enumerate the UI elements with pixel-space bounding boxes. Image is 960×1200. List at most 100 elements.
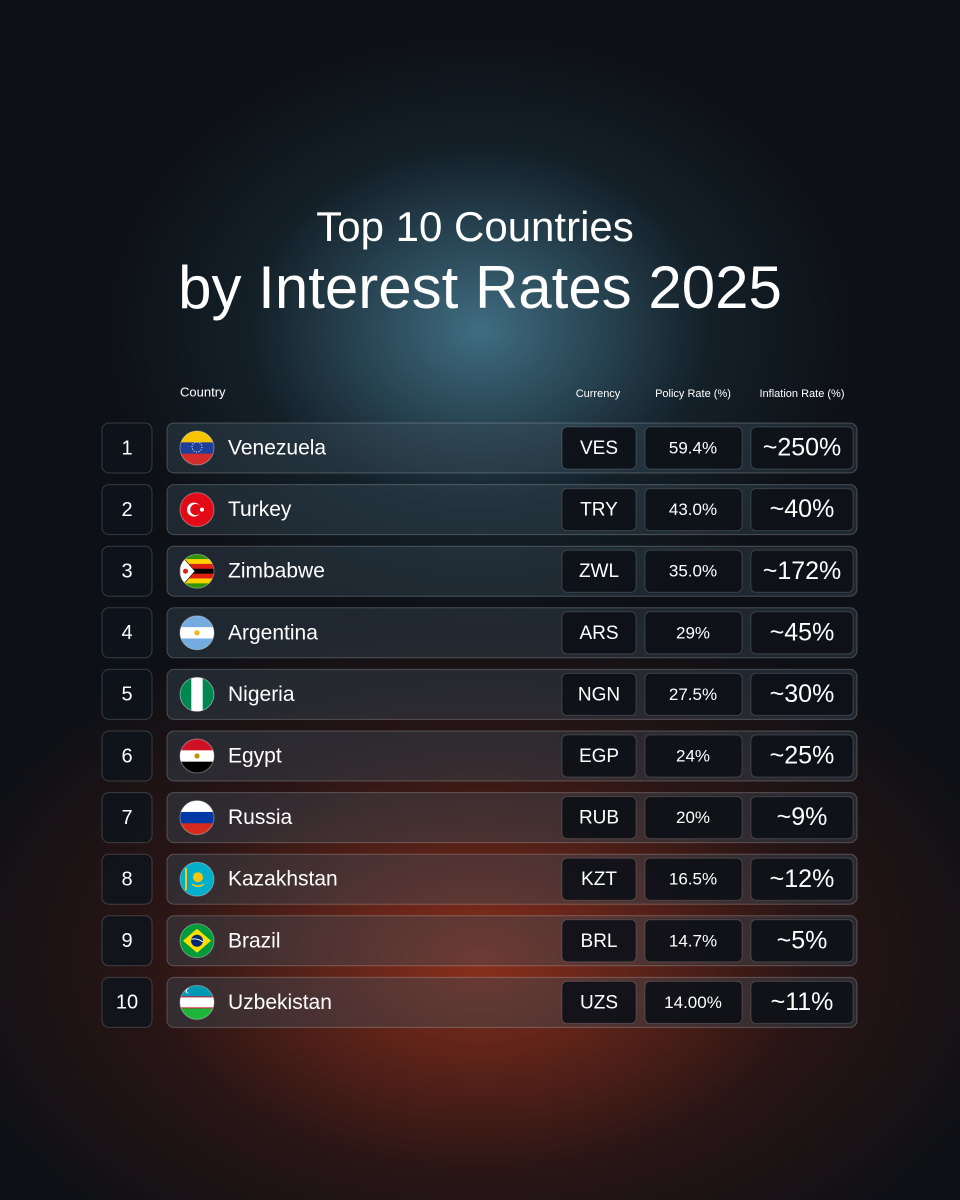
- inflation-rate: ~25%: [770, 742, 835, 770]
- currency: ZWL: [579, 561, 619, 582]
- rank: 6: [121, 745, 132, 767]
- title-line-2: by Interest Rates 2025: [178, 254, 782, 321]
- currency-box: [561, 980, 637, 1024]
- country-name: Egypt: [228, 745, 282, 768]
- rank: 9: [121, 930, 132, 952]
- rank-box: [101, 668, 153, 720]
- currency-box: [561, 857, 637, 901]
- inflation-box: [750, 919, 854, 963]
- rank: 5: [121, 684, 132, 706]
- policy-rate: 14.00%: [664, 993, 722, 1012]
- inflation-rate: ~250%: [763, 434, 842, 462]
- flag: [180, 800, 214, 835]
- currency: UZS: [580, 992, 618, 1013]
- flag-ring: [179, 430, 215, 466]
- inflation-box: [750, 426, 854, 470]
- policy-box: [644, 488, 743, 532]
- rank-box: [101, 545, 153, 597]
- policy-rate: 14.7%: [669, 931, 717, 950]
- country-name: Brazil: [228, 929, 281, 952]
- flag: [180, 431, 214, 465]
- flag: [180, 677, 214, 712]
- policy-rate: 20%: [676, 808, 710, 827]
- policy-rate: 59.4%: [669, 438, 717, 457]
- policy-rate: 16.5%: [669, 870, 717, 889]
- policy-box: [644, 796, 743, 840]
- flag: [180, 554, 214, 589]
- country-name: Uzbekistan: [228, 991, 332, 1014]
- currency-box: [561, 611, 637, 655]
- policy-box: [644, 857, 743, 901]
- rank-box: [101, 915, 153, 967]
- inflation-box: [750, 611, 854, 655]
- flag: [180, 923, 214, 958]
- inflation-box: [750, 734, 854, 778]
- rank: 3: [121, 560, 132, 582]
- rank: 10: [116, 992, 138, 1014]
- rank: 4: [121, 622, 132, 644]
- country-name: Kazakhstan: [228, 868, 338, 891]
- flag: [180, 862, 214, 897]
- currency-box: [561, 919, 637, 963]
- rank: 7: [121, 807, 132, 829]
- country-name: Russia: [228, 806, 293, 829]
- currency-box: [561, 426, 637, 470]
- currency-box: [561, 488, 637, 532]
- inflation-box: [750, 980, 854, 1024]
- country-name: Turkey: [228, 498, 292, 521]
- column-header: Currency: [576, 388, 621, 400]
- policy-box: [644, 549, 743, 593]
- policy-rate: 27.5%: [669, 685, 717, 704]
- flag-ring: [179, 861, 215, 897]
- currency: BRL: [581, 931, 618, 952]
- currency-box: [561, 796, 637, 840]
- inflation-box: [750, 549, 854, 593]
- policy-box: [644, 734, 743, 778]
- rank-box: [101, 853, 153, 905]
- rank-box: [101, 607, 153, 659]
- flag-ring: [179, 738, 215, 774]
- policy-box: [644, 426, 743, 470]
- flag-ring: [179, 923, 215, 959]
- policy-box: [644, 980, 743, 1024]
- inflation-rate: ~45%: [770, 618, 835, 646]
- flag-ring: [179, 615, 215, 651]
- inflation-rate: ~9%: [777, 803, 828, 831]
- column-header: Policy Rate (%): [655, 388, 731, 400]
- currency: KZT: [581, 869, 617, 890]
- column-header: Inflation Rate (%): [760, 388, 845, 400]
- policy-rate: 24%: [676, 746, 710, 765]
- inflation-rate: ~11%: [771, 988, 834, 1016]
- currency: RUB: [579, 808, 619, 829]
- policy-rate: 29%: [676, 623, 710, 642]
- country-name: Nigeria: [228, 683, 295, 706]
- currency-box: [561, 734, 637, 778]
- flag-ring: [179, 800, 215, 836]
- policy-box: [644, 919, 743, 963]
- policy-rate: 35.0%: [669, 562, 717, 581]
- currency: TRY: [580, 500, 618, 521]
- inflation-box: [750, 857, 854, 901]
- inflation-rate: ~12%: [770, 865, 835, 893]
- flag: [180, 739, 214, 773]
- country-name: Zimbabwe: [228, 560, 325, 583]
- rank: 8: [121, 868, 132, 890]
- policy-rate: 43.0%: [669, 500, 717, 519]
- flag-ring: [179, 492, 215, 528]
- title-line-1: Top 10 Countries: [316, 203, 634, 250]
- inflation-box: [750, 796, 854, 840]
- rank-box: [101, 484, 153, 536]
- currency: EGP: [579, 746, 619, 767]
- flag: [180, 985, 214, 1020]
- rank-box: [101, 792, 153, 844]
- rank: 2: [121, 499, 132, 521]
- currency: ARS: [579, 623, 618, 644]
- currency-box: [561, 549, 637, 593]
- flag-ring: [179, 984, 215, 1020]
- rank: 1: [121, 437, 132, 459]
- column-header: Country: [180, 384, 226, 399]
- inflation-rate: ~5%: [777, 926, 828, 954]
- currency: NGN: [578, 684, 620, 705]
- rank-box: [101, 422, 153, 474]
